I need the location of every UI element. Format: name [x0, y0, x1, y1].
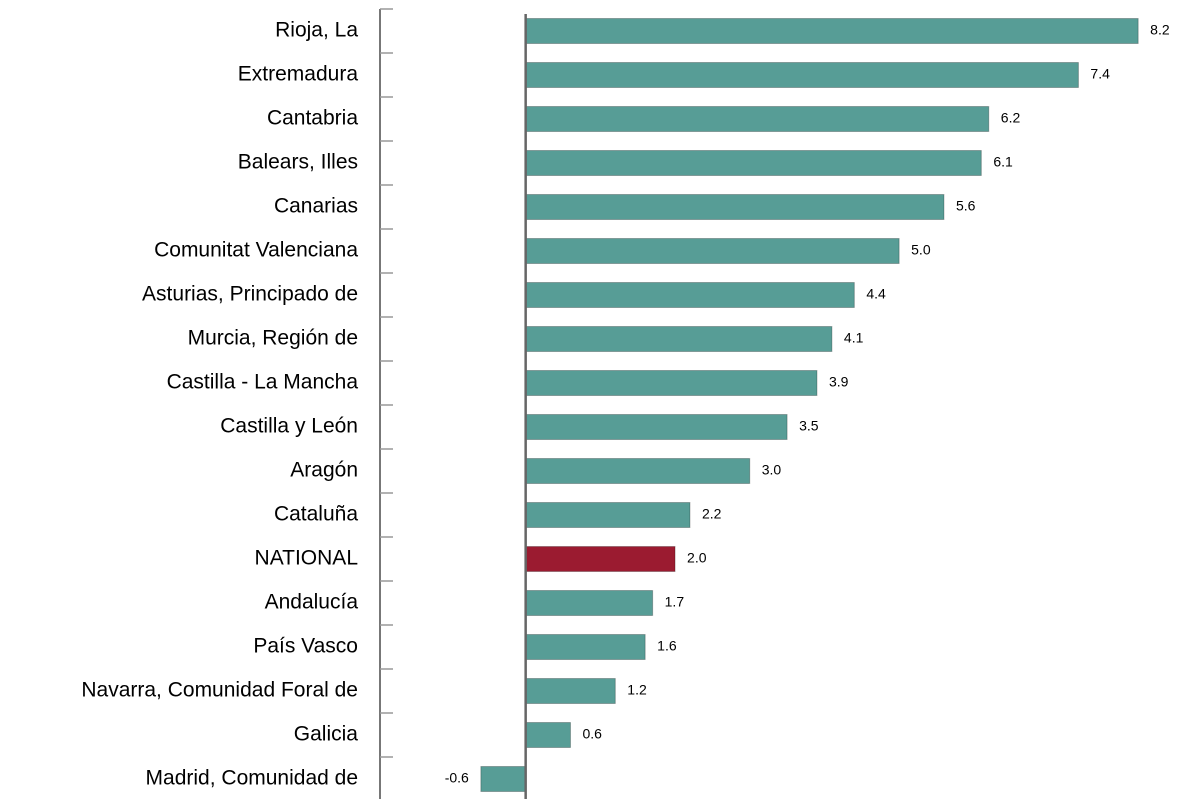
category-label: Andalucía [265, 591, 359, 614]
bar [525, 590, 654, 616]
bar [525, 722, 571, 748]
bar [525, 238, 900, 264]
bar [525, 194, 945, 220]
value-label: 1.2 [627, 682, 647, 698]
bar [480, 766, 527, 792]
bar [525, 546, 676, 572]
value-label: 6.1 [993, 154, 1013, 170]
category-label: Canarias [274, 195, 358, 218]
category-label: Aragón [290, 459, 358, 482]
value-label: 6.2 [1001, 110, 1021, 126]
category-label: Murcia, Región de [188, 327, 358, 350]
category-label: Rioja, La [275, 19, 358, 42]
category-label: Cantabria [267, 107, 358, 130]
bar [525, 282, 855, 308]
value-label: 0.6 [582, 726, 602, 742]
bar [525, 150, 982, 176]
value-label: 8.2 [1150, 22, 1170, 38]
value-label: 3.0 [762, 462, 782, 478]
category-label: Extremadura [238, 63, 359, 86]
category-label: Galicia [294, 723, 359, 746]
value-label: 5.0 [911, 242, 931, 258]
category-label: Comunitat Valenciana [154, 239, 358, 262]
category-label: Asturias, Principado de [142, 283, 358, 306]
bar [525, 414, 788, 440]
value-label: 7.4 [1090, 66, 1110, 82]
bar [525, 62, 1079, 88]
category-label: País Vasco [253, 635, 358, 658]
category-label: NATIONAL [255, 547, 358, 570]
bar [525, 326, 833, 352]
bar [525, 634, 646, 660]
value-label: 1.6 [657, 638, 677, 654]
bar [525, 678, 616, 704]
category-label: Navarra, Comunidad Foral de [81, 679, 358, 702]
value-label: 5.6 [956, 198, 976, 214]
bar [525, 458, 751, 484]
category-label: Castilla - La Mancha [167, 371, 359, 394]
value-label: 3.5 [799, 418, 819, 434]
category-label: Castilla y León [220, 415, 358, 438]
category-label: Madrid, Comunidad de [146, 767, 358, 790]
bar [525, 18, 1139, 44]
category-label: Balears, Illes [238, 151, 358, 174]
value-label: 3.9 [829, 374, 849, 390]
value-label: 4.1 [844, 330, 864, 346]
value-label: 4.4 [866, 286, 886, 302]
bar [525, 370, 818, 396]
bar [525, 106, 990, 132]
bar [525, 502, 691, 528]
value-label: 2.0 [687, 550, 707, 566]
value-label: -0.6 [445, 770, 469, 786]
category-label: Cataluña [274, 503, 358, 526]
value-label: 1.7 [665, 594, 685, 610]
value-label: 2.2 [702, 506, 722, 522]
